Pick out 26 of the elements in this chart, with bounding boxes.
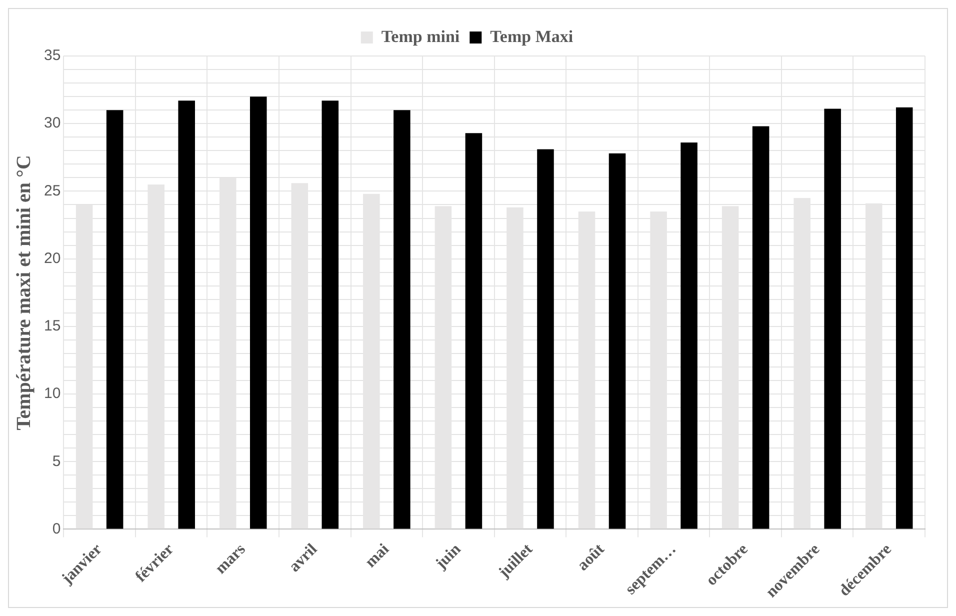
x-tick-label: juin — [432, 540, 464, 573]
x-tick-label: mai — [362, 540, 393, 572]
bar — [394, 110, 410, 529]
y-tick-label: 20 — [44, 250, 61, 267]
bar — [752, 126, 770, 529]
bar — [537, 149, 554, 529]
bar — [680, 142, 698, 529]
legend-label: Temp Maxi — [490, 26, 574, 46]
bar — [322, 100, 339, 529]
bar — [608, 153, 626, 529]
bar — [106, 110, 124, 529]
bar — [896, 107, 913, 529]
y-tick-label: 30 — [44, 114, 61, 132]
y-tick-label: 0 — [52, 520, 61, 538]
y-tick-label: 10 — [44, 385, 61, 402]
bar — [824, 108, 841, 529]
x-tick-label: août — [574, 540, 608, 574]
legend-label: Temp mini — [381, 26, 460, 46]
y-tick-label: 5 — [52, 452, 61, 470]
y-tick-label: 15 — [44, 318, 61, 335]
bar — [250, 96, 267, 529]
y-axis-title: Température maxi et mini en °C — [13, 155, 36, 430]
y-tick-label: 35 — [44, 47, 61, 64]
bar — [178, 100, 195, 529]
y-tick-label: 25 — [44, 182, 61, 200]
bar — [465, 133, 482, 529]
